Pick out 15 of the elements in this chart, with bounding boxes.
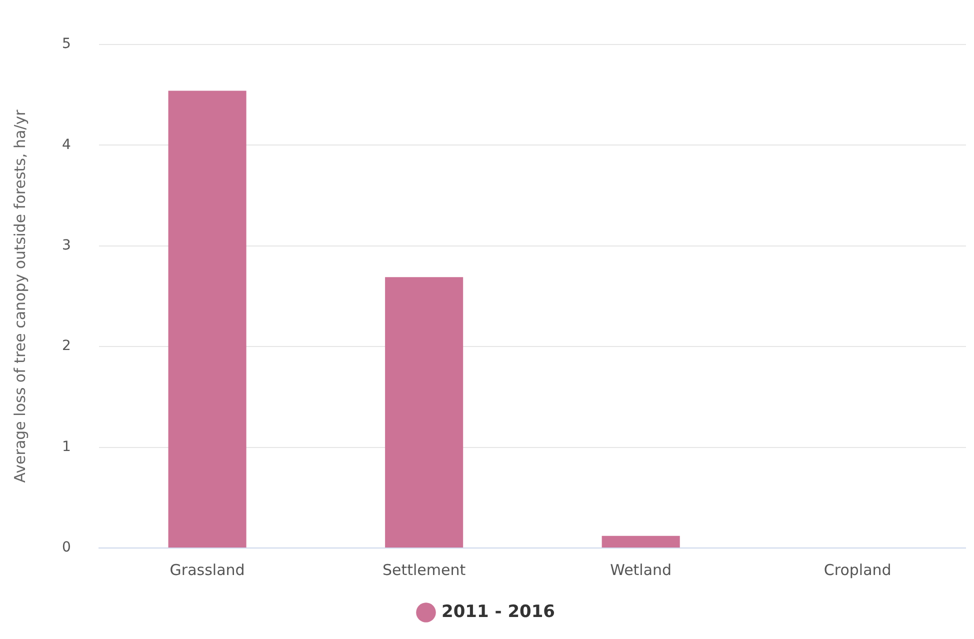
y-tick-label: 2 bbox=[62, 338, 71, 354]
legend-label: 2011 - 2016 bbox=[441, 602, 556, 622]
y-tick-label: 4 bbox=[62, 136, 71, 153]
bar bbox=[168, 90, 246, 548]
y-tick-label: 1 bbox=[62, 438, 71, 455]
y-tick-label: 3 bbox=[62, 237, 71, 254]
x-tick-label: Settlement bbox=[382, 560, 466, 579]
y-tick-label: 0 bbox=[62, 540, 71, 556]
x-tick-label: Cropland bbox=[824, 560, 892, 579]
x-tick-label: Grassland bbox=[170, 560, 245, 579]
bar bbox=[385, 277, 464, 548]
y-tick-label: 5 bbox=[62, 36, 71, 52]
x-tick-label: Wetland bbox=[610, 560, 672, 579]
y-axis-title: Average loss of tree canopy outside forests, ha/yr bbox=[10, 108, 29, 483]
bar bbox=[602, 536, 680, 548]
